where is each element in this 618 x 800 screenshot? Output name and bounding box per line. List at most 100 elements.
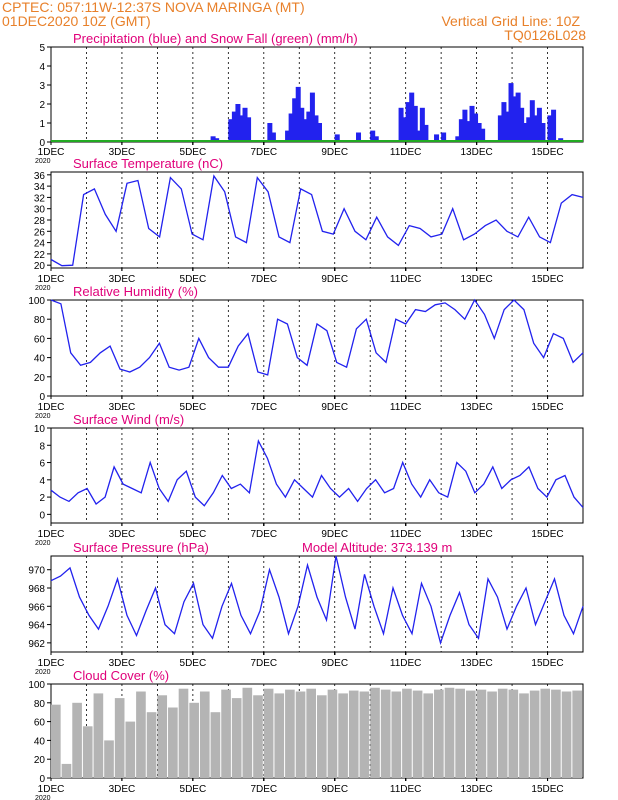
precip-bar xyxy=(515,92,521,142)
x-tick-label: 3DEC xyxy=(109,658,136,669)
x-tick-label: 9DEC xyxy=(321,147,348,158)
y-tick-label: 6 xyxy=(39,459,45,470)
cloud-bar xyxy=(402,688,412,778)
x-tick-label: 3DEC xyxy=(109,784,136,795)
precip-bar xyxy=(441,132,447,142)
cloud-bar xyxy=(572,690,582,778)
y-tick-label: 40 xyxy=(34,736,46,747)
y-tick-label: 0 xyxy=(39,138,45,149)
cloud-bar xyxy=(285,689,295,778)
precip-bar xyxy=(235,104,241,142)
precip-bar xyxy=(462,109,468,142)
year-label: 2020 xyxy=(35,540,51,547)
panel-4: 1DEC 3DEC 5DEC 7DEC 9DEC 11DEC 13DEC 15DEC 962 96… xyxy=(28,540,584,676)
precip-bar xyxy=(540,123,546,142)
precip-bar xyxy=(469,105,475,142)
year-label: 2020 xyxy=(35,413,51,420)
precip-bar xyxy=(551,109,557,142)
precip-bar xyxy=(501,102,507,142)
x-tick-label: 7DEC xyxy=(250,147,277,158)
y-tick-label: 3 xyxy=(39,81,45,92)
x-tick-label: 11DEC xyxy=(390,658,422,669)
x-tick-label: 1DEC xyxy=(38,784,65,795)
cloud-bar xyxy=(423,693,434,778)
precip-bar xyxy=(473,113,479,142)
cloud-bar xyxy=(114,698,125,778)
panel-3: 1DEC 3DEC 5DEC 7DEC 9DEC 11DEC 13DEC 15DEC 0 2 4 6 8… xyxy=(34,412,584,547)
x-tick-label: 9DEC xyxy=(321,529,348,540)
cloud-bar xyxy=(51,704,61,778)
x-tick-label: 11DEC xyxy=(390,147,422,158)
x-tick-label: 13DEC xyxy=(460,658,492,669)
cloud-bar xyxy=(338,693,348,778)
precip-bar xyxy=(476,123,482,142)
cloud-bar xyxy=(263,688,274,778)
cloud-bar xyxy=(125,721,136,778)
precip-bar xyxy=(370,130,376,142)
grid-note: Vertical Grid Line: 10Z xyxy=(441,13,580,29)
y-tick-label: 2 xyxy=(39,100,45,111)
precip-bar xyxy=(405,102,411,142)
x-tick-label: 11DEC xyxy=(390,274,422,285)
precip-bar xyxy=(536,107,542,142)
precip-bar xyxy=(458,119,464,142)
precip-bar xyxy=(231,111,237,142)
x-tick-label: 1DEC xyxy=(38,658,65,669)
series-line xyxy=(50,298,584,376)
precip-bar xyxy=(210,136,216,142)
y-tick-label: 28 xyxy=(34,216,46,227)
y-tick-label: 962 xyxy=(28,639,45,650)
x-tick-label: 11DEC xyxy=(390,784,422,795)
x-tick-label: 5DEC xyxy=(180,274,207,285)
x-tick-label: 5DEC xyxy=(180,658,207,669)
cloud-bar xyxy=(412,690,423,778)
x-tick-label: 15DEC xyxy=(531,402,563,413)
x-tick-label: 9DEC xyxy=(321,658,348,669)
cloud-bar xyxy=(231,698,242,778)
precip-bar xyxy=(455,136,461,142)
precip-bar xyxy=(533,115,539,142)
year-label: 2020 xyxy=(35,795,51,800)
cloud-bar xyxy=(221,689,231,778)
x-tick-label: 15DEC xyxy=(531,529,563,540)
year-label: 2020 xyxy=(35,285,51,292)
precip-bar xyxy=(313,115,319,142)
cloud-bar xyxy=(82,726,93,778)
y-tick-label: 968 xyxy=(28,584,45,595)
x-tick-label: 15DEC xyxy=(531,658,563,669)
precip-bar xyxy=(419,107,425,142)
panel-2: 1DEC 3DEC 5DEC 7DEC 9DEC 11DEC 13DEC 15DEC 0 20 40… xyxy=(28,284,584,420)
precip-bar xyxy=(306,111,312,142)
cloud-bar xyxy=(327,689,338,778)
precip-bar xyxy=(373,136,379,142)
cloud-bar xyxy=(529,690,540,778)
x-tick-label: 13DEC xyxy=(460,274,492,285)
x-tick-label: 11DEC xyxy=(390,402,422,413)
precip-bar xyxy=(465,121,471,142)
cloud-bar xyxy=(444,687,455,778)
precip-bar xyxy=(295,86,301,142)
y-tick-label: 5 xyxy=(39,43,45,54)
cloud-bar xyxy=(455,688,465,778)
y-tick-label: 8 xyxy=(39,441,45,452)
y-tick-label: 80 xyxy=(34,699,46,710)
panel-title: Surface Wind (m/s) xyxy=(73,412,184,427)
y-tick-label: 20 xyxy=(34,755,46,766)
precip-bar xyxy=(267,123,273,142)
x-tick-label: 3DEC xyxy=(109,402,136,413)
x-tick-label: 3DEC xyxy=(109,529,136,540)
x-tick-label: 15DEC xyxy=(531,147,563,158)
x-tick-label: 11DEC xyxy=(390,529,422,540)
plot-frame xyxy=(50,171,584,269)
cloud-bar xyxy=(306,688,316,778)
cloud-bar xyxy=(93,693,104,778)
cloud-bar xyxy=(317,695,327,778)
precip-bar xyxy=(504,111,510,142)
panel-title: Surface Pressure (hPa) xyxy=(73,540,209,555)
y-tick-label: 22 xyxy=(34,250,46,261)
y-tick-label: 0 xyxy=(39,392,45,403)
x-tick-label: 13DEC xyxy=(460,529,492,540)
precip-bar xyxy=(356,132,362,142)
precip-bar xyxy=(334,134,340,142)
precip-bar xyxy=(508,83,514,142)
